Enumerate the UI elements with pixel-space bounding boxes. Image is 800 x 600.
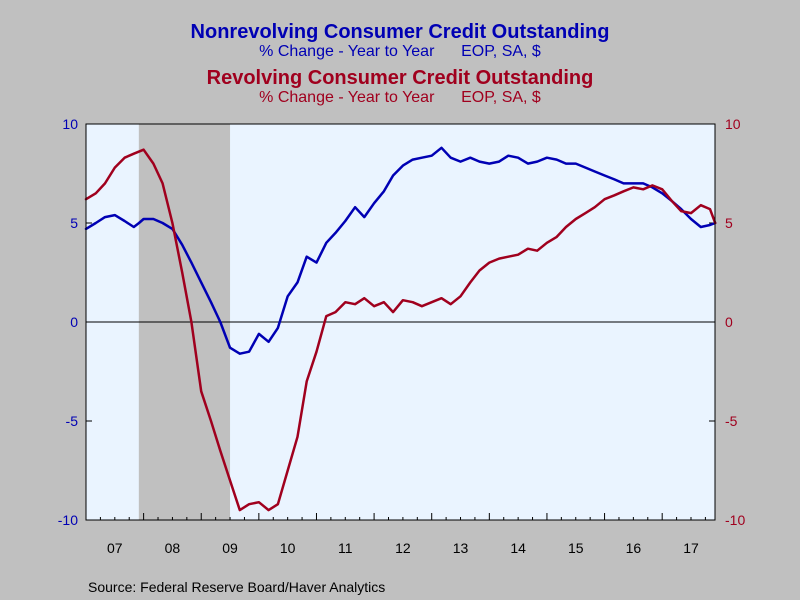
chart-subtitle: % Change - Year to Year EOP, SA, $ [259, 43, 541, 60]
y-right-tick-label: -5 [725, 413, 738, 429]
chart-subtitle-2: % Change - Year to Year EOP, SA, $ [259, 89, 541, 106]
x-tick-label: 16 [626, 540, 642, 556]
plot-border [85, 123, 716, 521]
y-right-tick-label: -10 [725, 512, 745, 528]
x-tick-label: 13 [453, 540, 469, 556]
y-axis-left: 10 5 0 -5 -10 [58, 116, 92, 528]
x-tick-label: 14 [510, 540, 526, 556]
y-left-tick-label: 0 [70, 314, 78, 330]
series-group [84, 146, 717, 512]
x-tick-label: 12 [395, 540, 411, 556]
series-line-revolving [84, 148, 717, 512]
x-tick-label: 07 [107, 540, 123, 556]
series-line-nonrevolving [84, 146, 717, 355]
y-left-tick-label: 10 [62, 116, 78, 132]
y-left-tick-label: -10 [58, 512, 78, 528]
y-right-tick-label: 10 [725, 116, 741, 132]
y-left-tick-label: -5 [66, 413, 79, 429]
y-axis-right: 10 5 0 -5 -10 [709, 116, 745, 528]
y-right-tick-label: 5 [725, 215, 733, 231]
source-note: Source: Federal Reserve Board/Haver Anal… [88, 579, 385, 595]
chart-title: Nonrevolving Consumer Credit Outstanding [191, 21, 610, 43]
x-tick-label: 15 [568, 540, 584, 556]
x-tick-label: 11 [338, 540, 353, 556]
x-tick-label: 10 [280, 540, 296, 556]
x-tick-label: 08 [165, 540, 181, 556]
y-right-tick-label: 0 [725, 314, 733, 330]
x-tick-label: 17 [683, 540, 699, 556]
x-tick-label: 09 [222, 540, 238, 556]
x-axis: 07 08 09 10 11 12 13 14 15 16 17 [99, 513, 706, 556]
y-left-tick-label: 5 [70, 215, 78, 231]
chart-title-2: Revolving Consumer Credit Outstanding [207, 67, 594, 89]
